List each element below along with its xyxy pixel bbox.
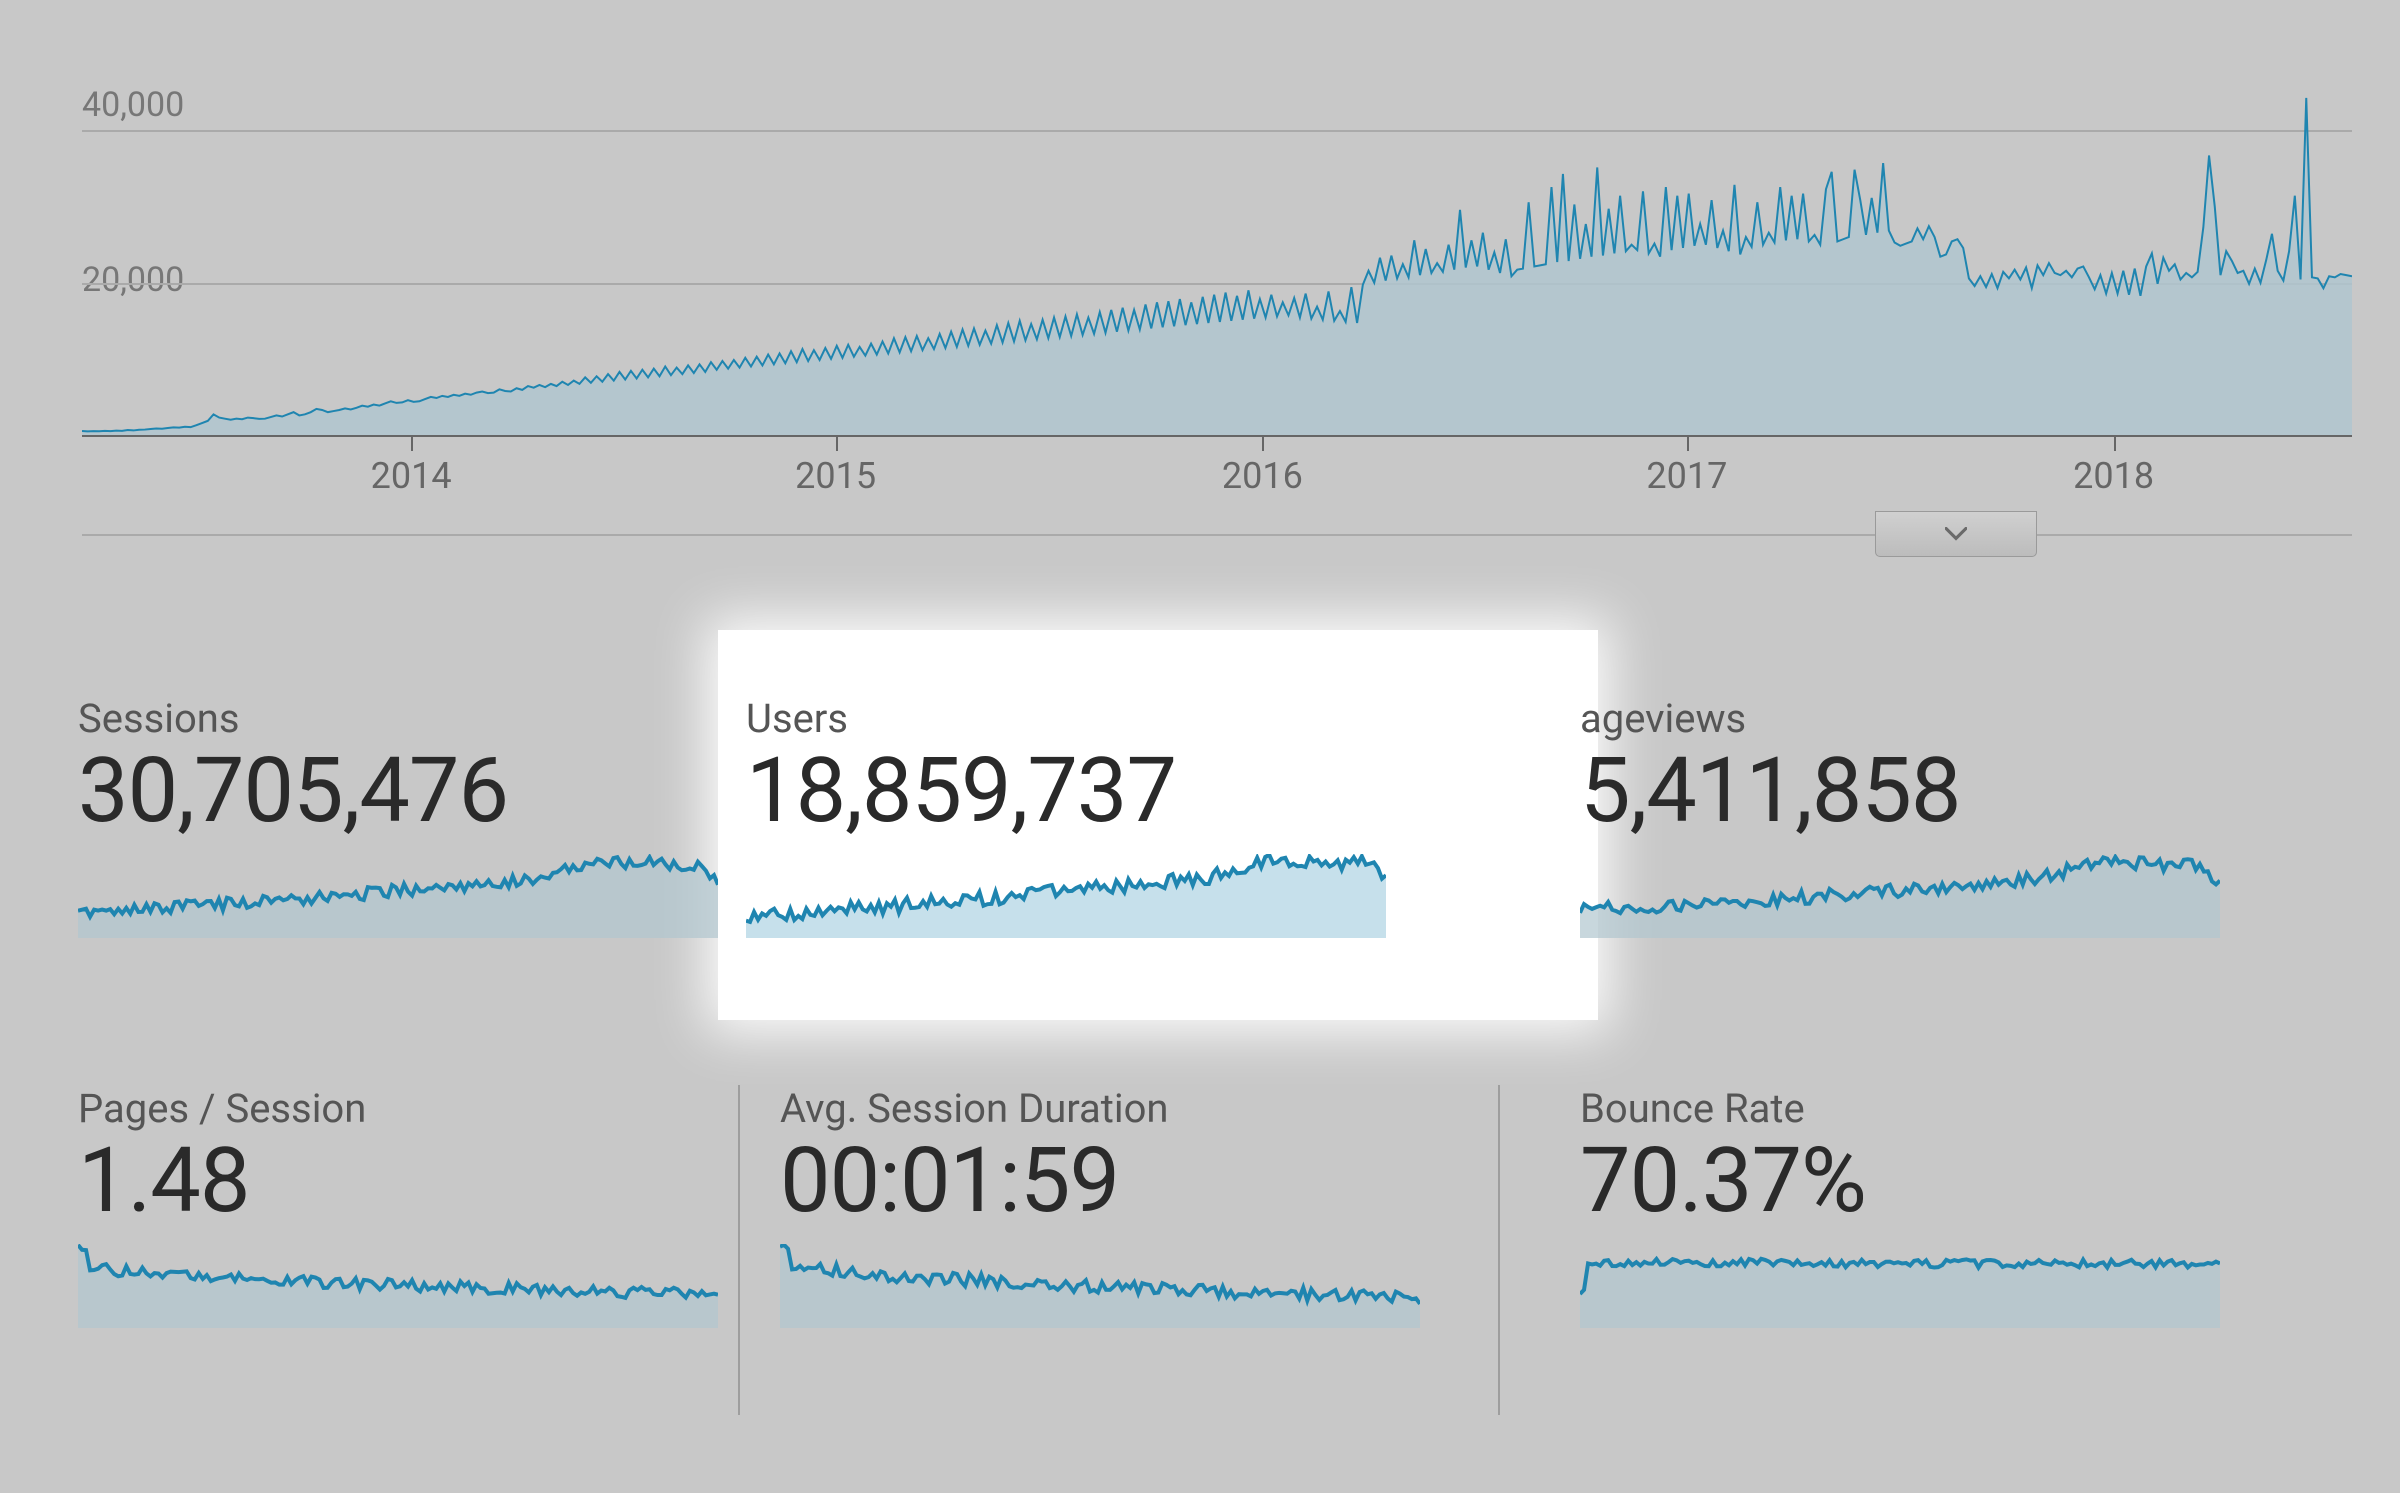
metric-avg-session-duration[interactable]: Avg. Session Duration 00:01:59 — [780, 1085, 1420, 1332]
metric-label: Sessions — [78, 695, 718, 742]
timeline-scrubber-handle[interactable] — [1875, 511, 2037, 557]
metric-bounce-rate[interactable]: Bounce Rate 70.37% — [1580, 1085, 2220, 1332]
sparkline — [780, 1244, 1420, 1328]
analytics-overview: 40,000 20,000 20142015201620172018 Sessi… — [0, 0, 2400, 1493]
xtick-mark — [1262, 435, 1264, 451]
divider — [1498, 1085, 1500, 1415]
sparkline — [1580, 854, 2220, 938]
metric-value: 00:01:59 — [780, 1136, 1420, 1226]
xtick-label: 2015 — [795, 455, 876, 497]
metric-label: ageviews — [1580, 695, 2220, 742]
metric-label: Users — [746, 695, 1386, 742]
metric-value: 5,411,858 — [1580, 746, 2220, 836]
main-traffic-chart[interactable]: 40,000 20,000 20142015201620172018 — [82, 0, 2352, 540]
xtick-label: 2017 — [1646, 455, 1727, 497]
metric-value: 30,705,476 — [78, 746, 718, 836]
xtick-label: 2014 — [371, 455, 452, 497]
xtick-label: 2016 — [1222, 455, 1303, 497]
sparkline — [746, 854, 1386, 938]
divider — [738, 1085, 740, 1415]
metric-label: Avg. Session Duration — [780, 1085, 1420, 1132]
metric-label: Bounce Rate — [1580, 1085, 2220, 1132]
metric-users[interactable]: Users 18,859,737 — [746, 695, 1386, 942]
xtick-mark — [411, 435, 413, 451]
xtick-mark — [1687, 435, 1689, 451]
metric-value: 1.48 — [78, 1136, 718, 1226]
main-chart-svg — [82, 0, 2352, 435]
chevron-down-icon — [1945, 527, 1967, 541]
sparkline — [78, 854, 718, 938]
xtick-label: 2018 — [2073, 455, 2154, 497]
metric-value: 70.37% — [1580, 1136, 2220, 1226]
metric-label: Pages / Session — [78, 1085, 718, 1132]
xtick-mark — [2114, 435, 2116, 451]
xtick-mark — [836, 435, 838, 451]
metric-pages-per-session[interactable]: Pages / Session 1.48 — [78, 1085, 718, 1332]
x-axis — [82, 435, 2352, 437]
metric-sessions[interactable]: Sessions 30,705,476 — [78, 695, 718, 942]
sparkline — [1580, 1244, 2220, 1328]
metric-value: 18,859,737 — [746, 746, 1386, 836]
metric-pageviews[interactable]: ageviews 5,411,858 — [1580, 695, 2220, 942]
sparkline — [78, 1244, 718, 1328]
